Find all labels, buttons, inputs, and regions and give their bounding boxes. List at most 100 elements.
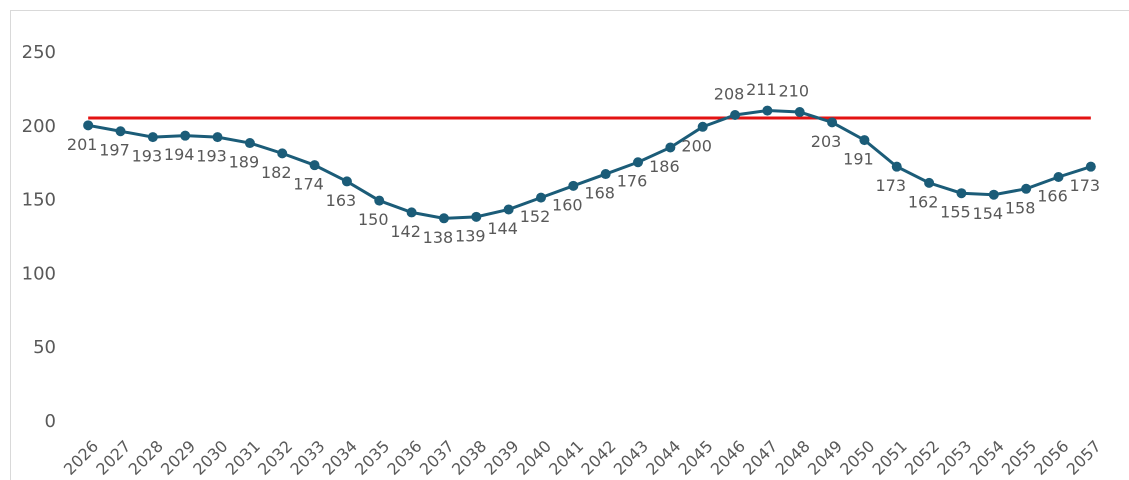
data-label: 197 [99,141,130,160]
point [374,195,385,206]
data-label: 201 [67,135,98,154]
data-label: 142 [390,222,421,241]
data-label: 173 [875,176,906,195]
data-label: 163 [326,191,357,210]
point [794,107,805,118]
data-label: 144 [487,219,518,238]
data-label: 154 [973,204,1004,223]
point [438,213,449,224]
data-label: 139 [455,226,486,245]
x-tick-label: 2057 [1063,437,1105,479]
point [147,132,158,143]
x-tick-label: 2047 [739,437,781,479]
data-label: 168 [584,184,615,203]
point [406,207,417,218]
x-tick-label: 2055 [998,437,1040,479]
data-label: 208 [714,84,745,103]
data-label: 211 [746,80,777,99]
data-label: 138 [423,228,454,247]
data-label: 182 [261,163,292,182]
data-label: 186 [649,157,680,176]
data-label: 200 [681,136,712,155]
x-tick-label: 2043 [610,437,652,479]
data-label: 174 [293,175,324,194]
x-tick-label: 2027 [92,437,134,479]
x-tick-label: 2044 [642,437,684,479]
x-tick-label: 2050 [836,437,878,479]
point [341,176,352,187]
x-tick-label: 2042 [577,437,619,479]
x-tick-label: 2033 [286,437,328,479]
point [309,160,320,171]
x-tick-label: 2053 [933,437,975,479]
data-label: 166 [1037,186,1068,205]
x-tick-label: 2032 [254,437,296,479]
y-tick-label: 50 [33,337,56,358]
x-tick-label: 2036 [383,437,425,479]
x-tick-label: 2045 [674,437,716,479]
point [600,169,611,180]
data-label: 162 [908,192,939,211]
x-tick-label: 2052 [901,437,943,479]
x-tick-label: 2040 [513,437,555,479]
point [859,135,870,146]
data-label: 152 [520,207,551,226]
data-label: 155 [940,203,971,222]
point [115,126,126,137]
data-label: 193 [132,147,163,166]
x-tick-label: 2038 [448,437,490,479]
point [924,177,935,188]
x-tick-label: 2041 [545,437,587,479]
x-tick-label: 2039 [480,437,522,479]
point [83,120,94,131]
point [762,105,773,116]
point [1021,183,1032,194]
point [277,148,288,159]
point [212,132,223,143]
point [568,180,579,191]
y-tick-label: 200 [22,116,56,137]
point [503,204,514,215]
data-label: 210 [778,82,809,101]
x-tick-label: 2056 [1030,437,1072,479]
x-tick-label: 2054 [966,437,1008,479]
x-tick-label: 2035 [351,437,393,479]
data-label: 193 [196,147,227,166]
y-tick-label: 150 [22,190,56,211]
point [471,211,482,222]
x-tick-label: 2031 [222,437,264,479]
point [633,157,644,168]
data-label: 158 [1005,198,1036,217]
data-label: 160 [552,195,583,214]
point [827,117,838,128]
series-line [87,109,1092,220]
data-label: 194 [164,145,195,164]
point [891,161,902,172]
point [730,109,741,120]
x-tick-label: 2026 [60,437,102,479]
point [535,192,546,203]
data-label: 191 [843,150,874,169]
data-label: 173 [1070,176,1101,195]
data-label: 176 [617,172,648,191]
point [244,138,255,149]
x-tick-label: 2034 [319,437,361,479]
point [697,121,708,132]
chart-border [10,10,1129,480]
data-label: 189 [229,153,260,172]
data-label: 150 [358,210,389,229]
x-tick-label: 2028 [125,437,167,479]
y-tick-label: 250 [22,42,56,63]
point [1085,161,1096,172]
x-tick-label: 2049 [804,437,846,479]
y-tick-label: 0 [45,411,56,432]
point [665,142,676,153]
x-tick-label: 2051 [869,437,911,479]
x-tick-label: 2030 [189,437,231,479]
x-tick-label: 2048 [772,437,814,479]
x-tick-label: 2037 [416,437,458,479]
point [956,188,967,199]
point [180,130,191,141]
y-tick-label: 100 [22,263,56,284]
